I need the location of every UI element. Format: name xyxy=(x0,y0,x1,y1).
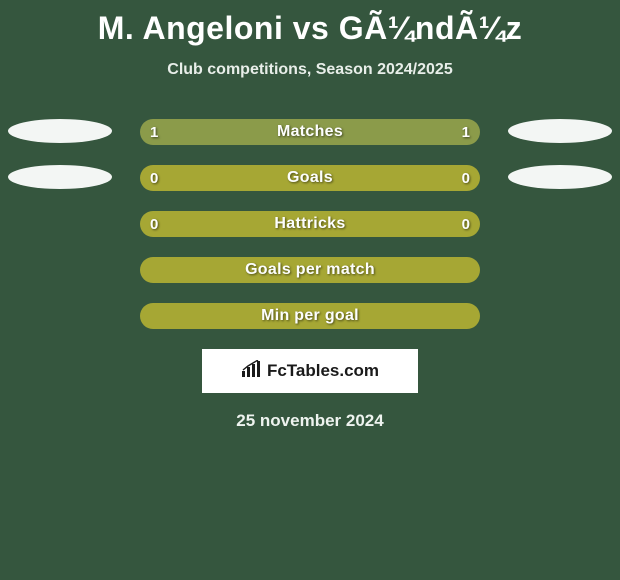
stat-row: Min per goal xyxy=(0,303,620,329)
stat-bar: 1 Matches 1 xyxy=(140,119,480,145)
stat-row: 0 Hattricks 0 xyxy=(0,211,620,237)
stat-bar: 0 Hattricks 0 xyxy=(140,211,480,237)
player-ellipse-left xyxy=(8,119,112,143)
stat-value-right: 0 xyxy=(462,216,470,233)
stat-row: 0 Goals 0 xyxy=(0,165,620,191)
stat-rows: 1 Matches 1 0 Goals 0 0 Hattricks 0 Goals per mat… xyxy=(0,119,620,329)
stat-bar: Goals per match xyxy=(140,257,480,283)
stat-value-left: 1 xyxy=(150,124,158,141)
player-ellipse-left xyxy=(8,165,112,189)
stat-bar: 0 Goals 0 xyxy=(140,165,480,191)
stat-label: Matches xyxy=(277,123,343,141)
logo-box: FcTables.com xyxy=(202,349,418,393)
bars-icon xyxy=(241,360,263,383)
player-ellipse-right xyxy=(508,119,612,143)
page-title: M. Angeloni vs GÃ¼ndÃ¼z xyxy=(0,0,620,47)
subtitle: Club competitions, Season 2024/2025 xyxy=(0,61,620,79)
logo-text: FcTables.com xyxy=(267,361,379,381)
stat-bar: Min per goal xyxy=(140,303,480,329)
date-text: 25 november 2024 xyxy=(0,411,620,431)
stat-value-right: 0 xyxy=(462,170,470,187)
player-ellipse-right xyxy=(508,165,612,189)
stat-label: Hattricks xyxy=(274,215,345,233)
stat-label: Goals per match xyxy=(245,261,375,279)
stat-label: Goals xyxy=(287,169,333,187)
stat-value-right: 1 xyxy=(462,124,470,141)
stat-label: Min per goal xyxy=(261,307,359,325)
stat-row: Goals per match xyxy=(0,257,620,283)
stat-value-left: 0 xyxy=(150,216,158,233)
stat-value-left: 0 xyxy=(150,170,158,187)
stat-row: 1 Matches 1 xyxy=(0,119,620,145)
